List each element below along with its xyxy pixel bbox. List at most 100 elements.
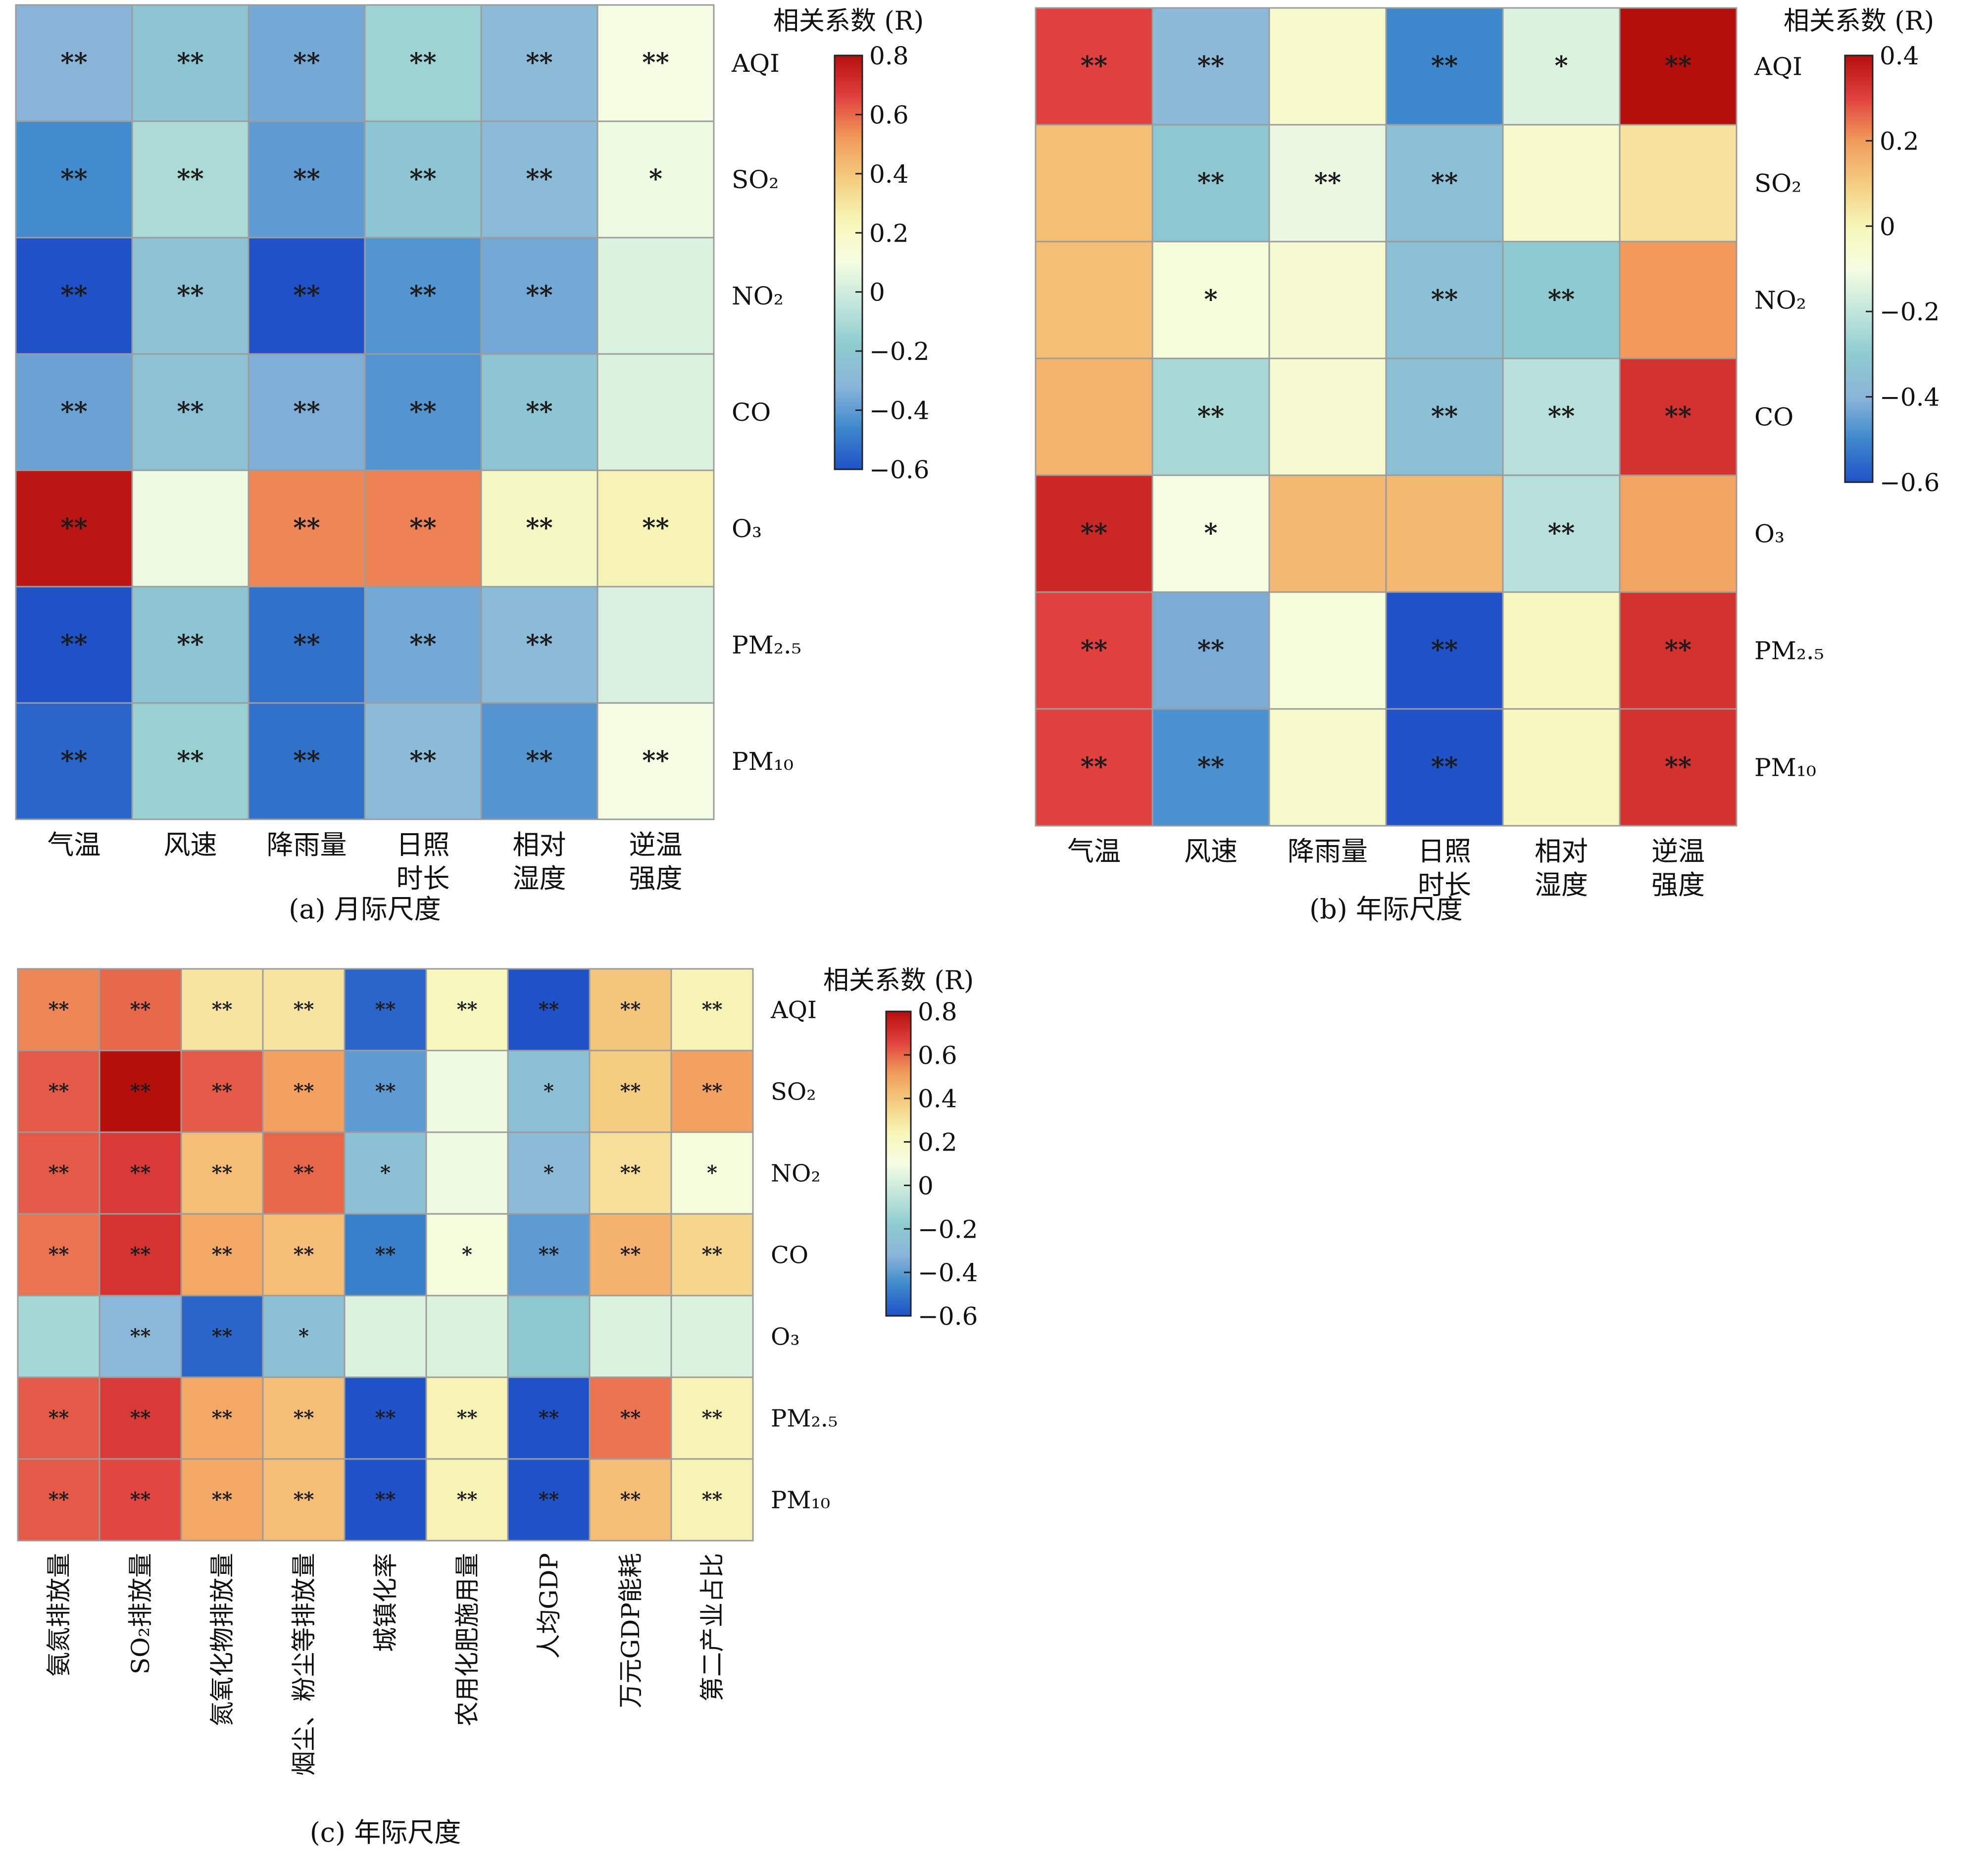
significance-mark: ** [49,1161,69,1184]
y-tick-label: AQI [770,996,817,1024]
heatmap-cell [1151,124,1270,243]
significance-mark: ** [526,629,552,659]
significance-mark: ** [620,998,641,1021]
significance-mark: ** [409,746,436,776]
heatmap-cell [1268,591,1387,710]
significance-mark: ** [409,513,436,543]
significance-mark: ** [177,629,203,659]
x-tick-label: 湿度 [1535,869,1588,901]
y-tick-label: PM₁₀ [732,747,794,776]
heatmap-cell [589,1376,672,1460]
heatmap-cell [425,1376,509,1460]
significance-mark: * [707,1161,717,1184]
y-tick-label: PM₁₀ [1754,753,1816,782]
y-tick-label: CO [1754,403,1793,432]
significance-mark: ** [293,280,320,310]
significance-mark: ** [212,1406,233,1429]
heatmap-cell [1268,474,1387,593]
heatmap-cell [364,353,482,471]
heatmap-cell [1385,124,1504,243]
colorbar-tick-label: 0.8 [869,42,909,70]
heatmap-cell [1035,124,1153,243]
significance-mark: ** [526,513,552,543]
significance-mark: ** [1665,752,1691,782]
colorbar-tick-label: 0.4 [1880,42,1919,70]
heatmap-frame [1035,7,1738,827]
heatmap-cell [670,1295,754,1378]
heatmap-cell [596,353,715,471]
x-tick-label: 万元GDP能耗 [616,1553,645,1708]
y-tick-label: SO₂ [1754,169,1801,198]
significance-mark: ** [49,1406,69,1429]
colorbar [1844,54,1874,483]
heatmap-cell [99,1050,182,1133]
heatmap-cell [262,968,346,1052]
significance-mark: ** [457,998,478,1021]
heatmap-cell [596,120,715,239]
significance-mark: ** [294,998,314,1021]
significance-mark: ** [293,513,320,543]
significance-mark: ** [1431,635,1458,665]
significance-mark: ** [177,280,203,310]
significance-mark: ** [620,1406,641,1429]
significance-mark: ** [409,164,436,194]
significance-mark: ** [293,746,320,776]
y-tick-label: SO₂ [732,165,779,194]
colorbar-tick-label: −0.6 [869,455,929,484]
heatmap-cell [596,4,715,122]
heatmap-cell [1385,357,1504,476]
significance-mark: ** [1548,401,1575,432]
significance-mark: ** [60,397,87,427]
x-tick-label: 气温 [48,829,101,860]
significance-mark: ** [457,1406,478,1429]
significance-mark: * [380,1161,391,1184]
significance-mark: ** [457,1488,478,1511]
significance-mark: ** [620,1243,641,1266]
heatmap-cell [480,353,598,471]
significance-mark: ** [702,998,723,1021]
heatmap-cell [262,1131,346,1215]
significance-mark: ** [409,280,436,310]
significance-mark: ** [1431,51,1458,81]
colorbar-tick-label: 0.8 [918,998,957,1026]
significance-mark: ** [702,1488,723,1511]
heatmap-cell [180,1050,264,1133]
significance-mark: ** [1665,401,1691,432]
significance-mark: ** [526,280,552,310]
heatmap-cell [1151,708,1270,827]
significance-mark: ** [409,629,436,659]
panel-caption: (c) 年际尺度 [310,1817,461,1848]
heatmap-cell [364,4,482,122]
heatmap-cell [248,353,366,471]
heatmap-cell [1268,241,1387,359]
x-tick-label: 降雨量 [267,829,347,860]
significance-mark: ** [293,48,320,78]
heatmap-cell [364,237,482,355]
significance-mark: ** [409,48,436,78]
heatmap-cell [17,1050,100,1133]
significance-mark: ** [1314,168,1341,198]
heatmap-cell [1619,241,1738,359]
colorbar [834,54,863,470]
colorbar-tick-label: 0 [918,1171,934,1200]
significance-mark: ** [1197,401,1224,432]
y-tick-label: NO₂ [732,282,784,310]
y-tick-label: PM₁₀ [771,1486,830,1514]
x-tick-label: 农用化肥施用量 [453,1553,482,1726]
significance-mark: ** [294,1488,314,1511]
significance-mark: ** [177,164,203,194]
significance-mark: ** [539,1488,559,1511]
significance-mark: ** [526,746,552,776]
colorbar [885,1010,912,1317]
colorbar-tick-label: 0.6 [869,100,909,129]
significance-mark: ** [60,629,87,659]
heatmap-cell [180,1213,264,1297]
heatmap-cell [131,353,249,471]
heatmap-cell [1619,357,1738,476]
significance-mark: ** [375,1243,396,1266]
x-tick-label: 逆温 [1651,836,1705,867]
significance-mark: ** [60,280,87,310]
colorbar-tick-label: −0.2 [869,337,929,366]
significance-mark: ** [526,164,552,194]
colorbar-tick-label: 0 [1880,212,1895,241]
